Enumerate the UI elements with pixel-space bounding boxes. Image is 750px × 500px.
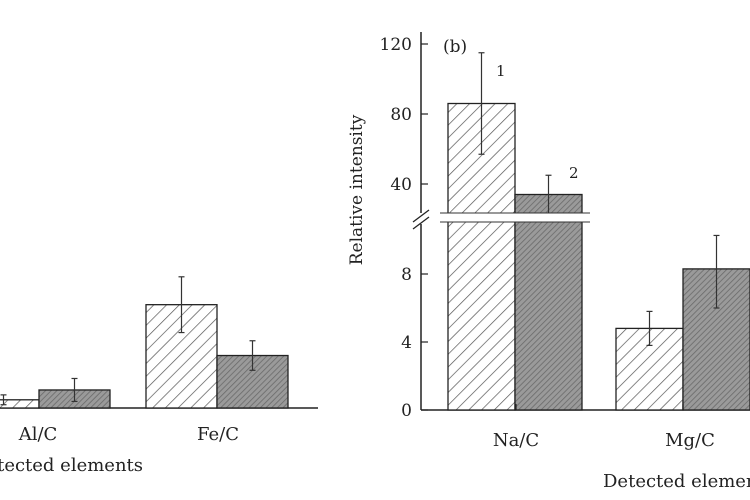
series-label-2: 2 [569,164,579,182]
axis-break-gap [440,213,750,222]
panel-b-y-tick-label: 40 [390,175,412,195]
panel-b-y-axis-label: Relative intensity [347,114,367,265]
panel-b-y-tick-label: 80 [390,105,412,125]
panel-b-series-2-bar [514,193,583,411]
panel-b-axis-break-mark [412,216,430,230]
panel-b-bars [440,52,750,411]
panel-a-category-label: Al/C [18,424,58,445]
panel-a-x-axis-label: Detected elements [0,455,143,476]
panel-b-category-label: Na/C [493,430,539,451]
panel-b-y-tick-label: 120 [380,35,412,55]
panel-b-label: (b) [443,37,467,57]
panel-a-series-1-bar [0,399,40,409]
panel-b-y-tick-label: 0 [401,401,412,421]
panel-b-y-tick-label: 4 [401,333,412,353]
panel-b-y-tick-label: 8 [401,265,412,285]
panel-b-x-axis-label: Detected elements [603,471,750,492]
panel-a-category-label: Fe/C [197,424,239,445]
series-label-1: 1 [496,62,506,80]
panel-a-bars [0,276,289,409]
panel-a: Al/C Fe/C Detected elements [0,276,318,476]
panel-b-category-label: Mg/C [665,430,715,451]
panel-b-axis-break-mark [412,209,430,223]
panel-b: 120 80 40 8 4 0 Relative intensity (b) N… [347,32,750,492]
